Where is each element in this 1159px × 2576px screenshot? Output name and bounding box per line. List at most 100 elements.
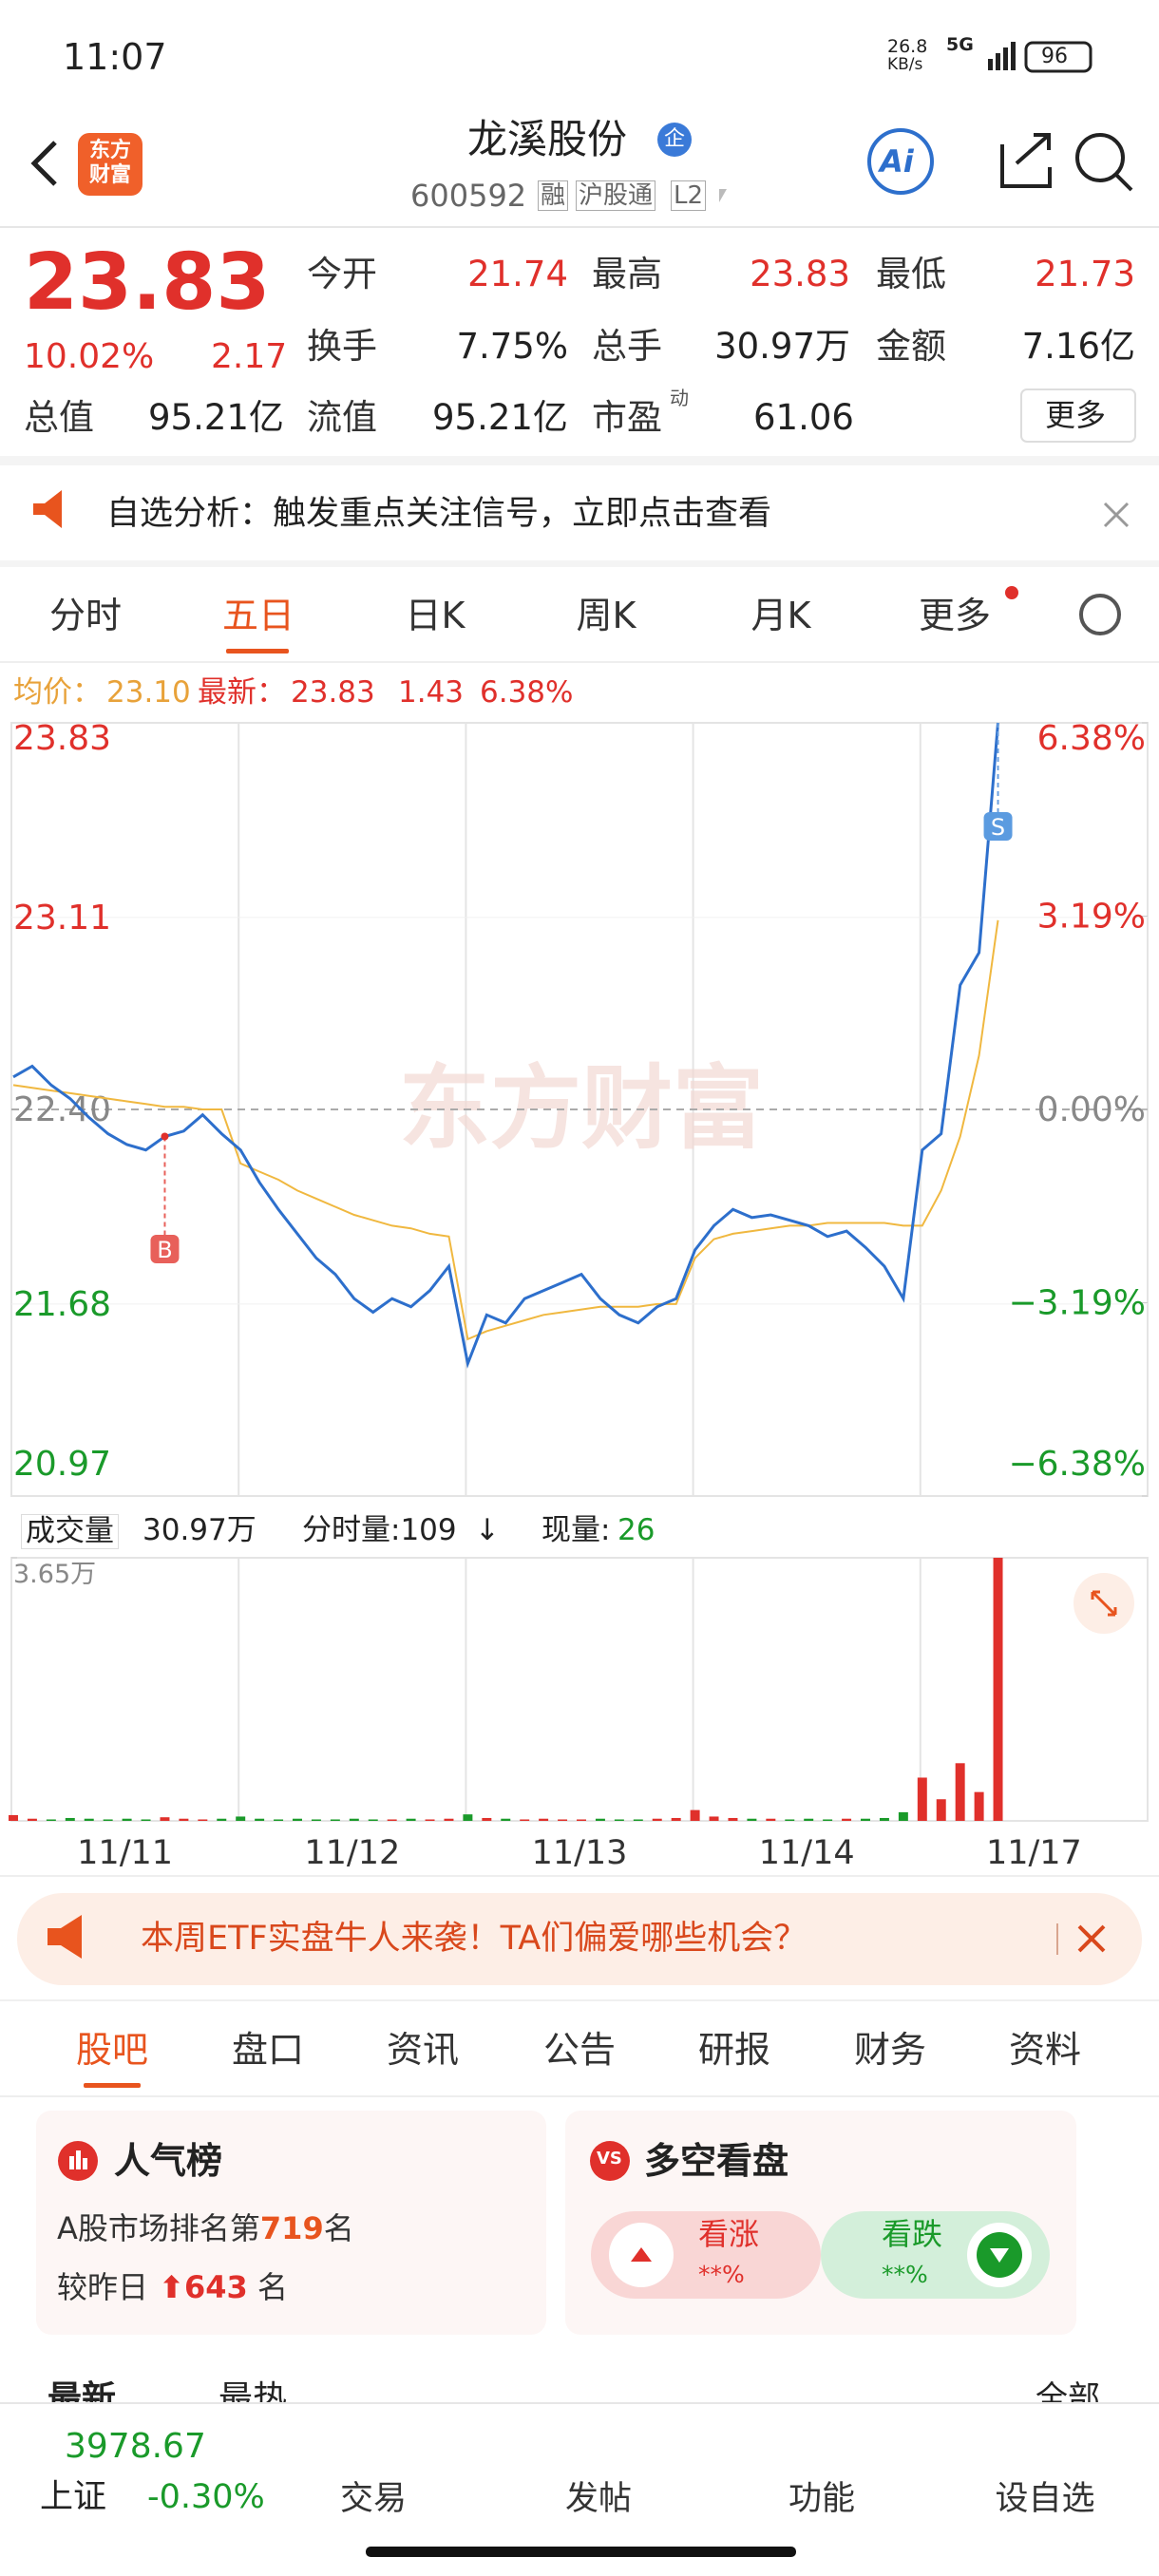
volume-bar	[993, 1558, 1003, 1821]
volume-label[interactable]: 成交量	[21, 1514, 119, 1549]
field-sup: 动	[670, 387, 689, 409]
ai-label[interactable]: Ai	[880, 143, 914, 180]
info-change: 1.43	[398, 675, 465, 710]
back-icon[interactable]	[30, 141, 57, 186]
y-tick-label: 21.68	[13, 1285, 111, 1324]
rank: 719	[259, 2210, 324, 2246]
text: 较昨日	[57, 2269, 149, 2305]
volume-bar	[387, 1819, 397, 1821]
y-tick-label: 23.11	[13, 899, 111, 938]
section-tab[interactable]: 资料	[1008, 2029, 1082, 2071]
field-value: 7.16亿	[1021, 326, 1135, 367]
chart-tab[interactable]: 五日	[221, 595, 295, 636]
index-change[interactable]: -0.30%	[147, 2478, 265, 2516]
close-icon[interactable]	[1077, 1924, 1106, 1953]
y2-tick-label: −3.19%	[1008, 1284, 1146, 1323]
chart-tab[interactable]: 周K	[576, 595, 636, 636]
volume-bar	[425, 1819, 435, 1821]
more-button[interactable]	[1020, 388, 1136, 443]
nav-label[interactable]: 发帖	[564, 2480, 633, 2518]
bull-pct: **%	[698, 2261, 745, 2288]
volume-bar	[330, 1819, 340, 1821]
volume-bar	[558, 1819, 568, 1821]
red-dot	[1005, 586, 1018, 599]
section-tab[interactable]: 公告	[542, 2029, 617, 2071]
latest: 23.83	[291, 675, 375, 710]
volume-bar	[898, 1811, 908, 1821]
volume-bar	[27, 1818, 37, 1821]
volume-bar	[160, 1817, 170, 1821]
popular-card[interactable]	[36, 2111, 546, 2335]
volume-bar	[955, 1763, 965, 1821]
volume-bar	[84, 1818, 94, 1821]
volume-bar	[9, 1814, 18, 1821]
section-tab[interactable]: 研报	[697, 2029, 771, 2071]
volume-bar	[539, 1818, 549, 1821]
volume-bar	[936, 1799, 946, 1821]
section-tab[interactable]: 股吧	[75, 2029, 149, 2071]
notice[interactable]: 自选分析：触发重点关注信号，立即点击查看	[106, 495, 772, 533]
tab-underline	[226, 649, 289, 653]
chart-tab[interactable]: 日K	[405, 595, 466, 636]
delta-row: 较昨日 ⬆643 名	[57, 2269, 288, 2305]
volume-bar	[103, 1819, 113, 1821]
x-tick-label: 11/17	[986, 1834, 1082, 1872]
delta: 643	[183, 2269, 248, 2305]
field-label: 今开	[307, 254, 377, 294]
settings-icon[interactable]	[1079, 594, 1121, 635]
section-tab[interactable]: 资讯	[386, 2029, 460, 2071]
volume-bar	[482, 1817, 492, 1821]
card-title[interactable]: 多空看盘	[644, 2140, 789, 2182]
bull: 看涨	[698, 2216, 760, 2252]
tab-underline	[84, 2083, 141, 2088]
nav-label[interactable]: 设自选	[995, 2480, 1095, 2518]
volume-bar	[974, 1791, 984, 1821]
index-value[interactable]: 3978.67	[65, 2427, 206, 2466]
y-tick-label: 3.65万	[13, 1560, 96, 1589]
ad-banner[interactable]	[17, 1893, 1142, 1985]
volume-bar	[633, 1819, 643, 1821]
volume-bar	[917, 1777, 927, 1821]
text: A股市场排名第	[57, 2210, 260, 2246]
nav-label[interactable]: 功能	[788, 2480, 856, 2518]
share-icon[interactable]	[1000, 133, 1052, 188]
chart-tab[interactable]: 更多	[918, 595, 992, 636]
time: 11:07	[63, 36, 167, 78]
price: 23.83	[24, 237, 271, 328]
change: 2.17	[211, 337, 288, 376]
field-value: 7.75%	[456, 326, 568, 367]
icon-bar	[69, 2156, 74, 2169]
section-tab[interactable]: 盘口	[231, 2029, 305, 2071]
volume-bar	[311, 1819, 321, 1821]
y2-tick-label: 3.19%	[1037, 898, 1146, 937]
speaker-icon	[33, 490, 62, 528]
index-name[interactable]: 上证	[40, 2478, 107, 2516]
text: 名	[323, 2210, 354, 2246]
chart-tab[interactable]: 分时	[48, 595, 123, 636]
close-icon[interactable]	[1103, 502, 1130, 528]
nav-label[interactable]: 交易	[339, 2480, 408, 2518]
more-label[interactable]: 更多	[1045, 397, 1107, 433]
volume-bar	[728, 1817, 738, 1821]
marker-b-label: B	[157, 1237, 172, 1263]
x-tick-label: 11/13	[532, 1834, 628, 1872]
current: 26	[618, 1513, 656, 1547]
card-title[interactable]: 人气榜	[114, 2140, 223, 2182]
volume-bar	[690, 1809, 700, 1821]
chart-tab[interactable]: 月K	[750, 595, 811, 636]
field-value: 23.83	[750, 254, 850, 294]
gap	[0, 560, 1159, 567]
ad-text[interactable]: 本周ETF实盘牛人来袭！TA们偏爱哪些机会？	[141, 1920, 808, 1958]
marker-s	[983, 812, 1013, 841]
volume-bar	[65, 1817, 75, 1821]
field-label: 最低	[876, 254, 946, 294]
volume-bar	[255, 1818, 265, 1821]
signal	[996, 53, 1000, 70]
search-icon[interactable]	[1075, 133, 1125, 182]
dropdown[interactable]	[719, 189, 727, 202]
ai-button[interactable]	[867, 128, 934, 195]
section-tab[interactable]: 财务	[853, 2029, 927, 2071]
info-pct: 6.38%	[480, 675, 574, 710]
